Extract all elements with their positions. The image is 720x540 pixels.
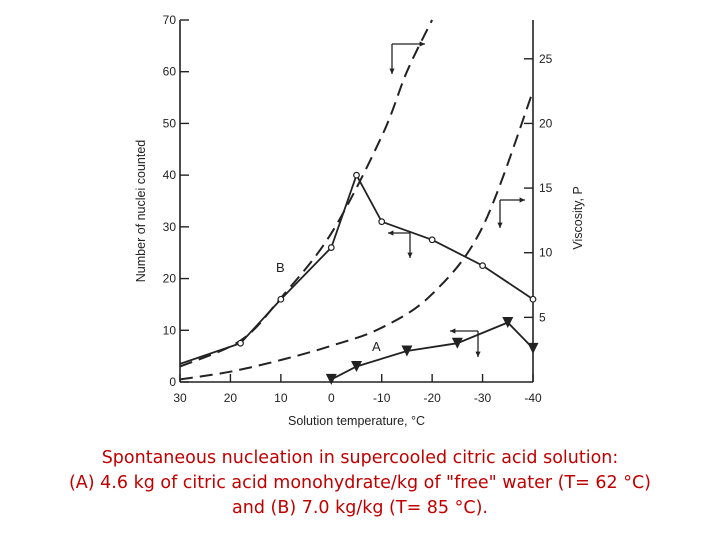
data-point-b — [479, 262, 486, 270]
arrow-viscosity-b-down-head — [389, 68, 395, 74]
chart-curves — [179, 19, 534, 381]
y-left-tick-label: 50 — [163, 116, 177, 130]
arrow-nuclei-a-down-head — [475, 351, 481, 357]
x-tick-label: -40 — [524, 391, 542, 405]
y-right-tick-label: 25 — [539, 52, 553, 66]
arrow-viscosity-b-right-head — [419, 41, 425, 47]
viscosity-curve-a — [179, 90, 534, 381]
x-tick-label: -20 — [423, 391, 441, 405]
data-point-a — [351, 360, 362, 372]
y-left-axis-label: Number of nuclei counted — [134, 140, 148, 282]
y-left-tick-label: 0 — [169, 375, 176, 389]
x-tick-label: 10 — [274, 391, 288, 405]
data-point-b — [277, 295, 285, 303]
data-point-a — [502, 317, 514, 329]
data-point-a — [451, 337, 463, 349]
y-left-tick-label: 60 — [163, 65, 177, 79]
figure-caption: Spontaneous nucleation in supercooled ci… — [0, 446, 720, 521]
nuclei-curve-b — [179, 172, 534, 365]
y-right-tick-label: 5 — [539, 310, 546, 324]
arrow-nuclei-b-left-head — [388, 230, 394, 236]
x-tick-label: 20 — [224, 391, 238, 405]
data-point-b — [237, 339, 244, 347]
y-right-tick-label: 10 — [539, 246, 553, 260]
chart-markers — [237, 171, 539, 385]
data-point-b — [378, 218, 386, 226]
y-left-tick-label: 40 — [163, 168, 177, 182]
arrow-nuclei-a-left-head — [450, 328, 456, 334]
arrow-viscosity-a-right-head — [519, 197, 525, 203]
arrow-viscosity-a-down-head — [497, 222, 503, 228]
x-tick-label: 0 — [328, 391, 335, 405]
y-right-tick-label: 20 — [539, 116, 553, 130]
y-left-tick-label: 10 — [163, 323, 177, 337]
data-point-b — [428, 236, 436, 244]
x-tick-label: -10 — [373, 391, 391, 405]
y-right-axis-label: Viscosity, P — [571, 186, 585, 249]
curve-label-a: A — [372, 339, 381, 354]
x-tick-label: 30 — [173, 391, 187, 405]
data-point-a — [325, 373, 337, 385]
nucleation-chart: 0 10 20 30 40 50 60 70 5 10 15 20 25 30 20 10 0 -10 -20 -30… — [134, 13, 585, 428]
arrow-nuclei-b-down-head — [407, 252, 413, 258]
nuclei-curve-a — [330, 321, 534, 381]
data-point-b — [327, 244, 335, 251]
chart-axes: 0 10 20 30 40 50 60 70 5 10 15 20 25 30 20 10 0 -10 -20 -30… — [134, 13, 585, 428]
y-left-tick-label: 20 — [163, 272, 177, 286]
viscosity-curve-b — [179, 19, 433, 368]
x-axis-label: Solution temperature, °C — [288, 414, 425, 428]
caption-line-1: Spontaneous nucleation in supercooled ci… — [101, 448, 619, 468]
data-point-b — [529, 295, 537, 303]
y-left-tick-label: 70 — [163, 13, 177, 27]
y-left-tick-label: 30 — [163, 220, 177, 234]
data-point-a — [527, 342, 539, 354]
data-point-b — [353, 171, 360, 179]
caption-line-3: and (B) 7.0 kg/kg (T= 85 °C). — [232, 498, 488, 518]
curve-label-b: B — [276, 260, 285, 275]
chart-labels: BA — [276, 260, 381, 354]
data-point-a — [401, 345, 413, 357]
caption-line-2: (A) 4.6 kg of citric acid monohydrate/kg… — [68, 473, 652, 493]
y-right-tick-label: 15 — [539, 181, 553, 195]
chart-arrows — [388, 41, 525, 357]
x-tick-label: -30 — [474, 391, 492, 405]
